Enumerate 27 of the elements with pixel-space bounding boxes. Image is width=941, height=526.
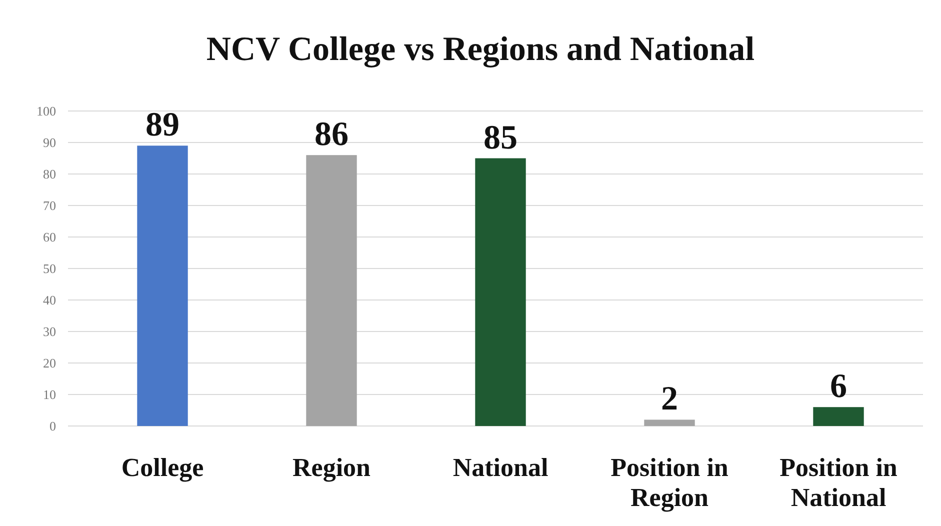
chart-title: NCV College vs Regions and National	[206, 31, 755, 68]
y-tick-label: 70	[43, 198, 56, 214]
y-tick-label: 100	[36, 104, 56, 119]
y-tick-label: 50	[43, 261, 56, 276]
bar	[644, 420, 695, 426]
bar	[137, 146, 188, 426]
bar	[475, 158, 526, 426]
y-tick-label: 0	[50, 418, 56, 434]
data-label: 2	[661, 380, 678, 418]
data-label: 85	[484, 119, 518, 156]
x-tick-label: Position in Region	[610, 453, 729, 512]
data-label: 86	[314, 116, 348, 154]
y-tick-label: 90	[43, 135, 56, 150]
x-tick-label: Position in National	[780, 453, 898, 512]
y-tick-label: 40	[43, 292, 56, 308]
x-tick-label: College	[121, 453, 204, 482]
x-tick-label: Region	[292, 453, 372, 482]
y-tick-label: 60	[43, 230, 56, 245]
data-label: 6	[830, 368, 847, 406]
y-tick-label: 30	[43, 324, 56, 340]
x-tick-label: National	[452, 453, 548, 482]
bar	[306, 155, 357, 426]
y-tick-label: 20	[43, 356, 56, 371]
data-label: 89	[146, 106, 180, 144]
y-tick-label: 10	[43, 387, 56, 402]
y-tick-label: 80	[43, 166, 56, 182]
bar	[813, 407, 864, 426]
